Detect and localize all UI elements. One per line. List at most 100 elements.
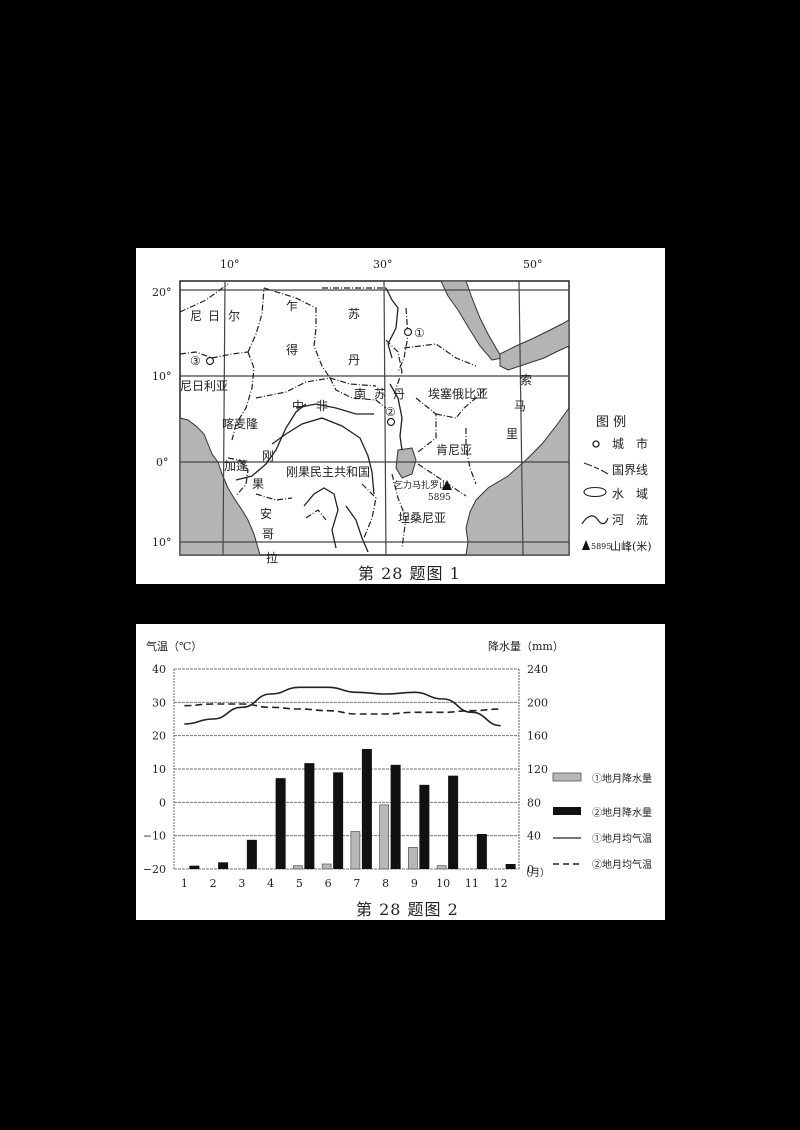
month-tick-label: 11 [465, 877, 479, 890]
label-south-sudan-3: 丹 [393, 387, 405, 401]
left-tick-label: −20 [143, 863, 166, 876]
bar-site2-precip [361, 749, 372, 869]
map-legend: 图 例 城 市 国界线 水 域 河 流 5895 山峰(米) [581, 415, 652, 553]
legend-site2-temp: ②地月均气温 [592, 858, 652, 871]
chart-grid [173, 668, 520, 870]
legend-site1-temp: ①地月均气温 [592, 832, 652, 845]
right-tick-label: 0 [527, 863, 534, 876]
lon-label-10: 10° [220, 258, 240, 271]
bar-site2-precip [333, 772, 344, 869]
label-niger-1: 尼 [190, 309, 202, 323]
figure-1-caption: 第 28 题图 1 [358, 564, 461, 583]
bar-site2-precip [304, 763, 315, 869]
label-car-2: 非 [316, 399, 328, 413]
line-site1-temp [184, 686, 501, 727]
gulf-of-aden [499, 319, 570, 371]
city-icon [592, 440, 600, 448]
legend-light-bar-icon [552, 772, 582, 782]
label-car-1: 中 [292, 398, 304, 413]
label-somalia-1: 索 [520, 373, 532, 387]
month-tick-label: 5 [296, 877, 303, 890]
bar-site1-precip [379, 804, 389, 870]
river-icon [581, 515, 609, 525]
right-tick-label: 240 [527, 663, 548, 676]
label-chad-1: 乍 [286, 298, 298, 313]
peak-icon [582, 540, 590, 550]
city-icon [386, 417, 396, 427]
right-axis-title: 降水量（mm） [488, 639, 564, 653]
lon-label-30: 30° [373, 258, 393, 271]
bar-site1-precip [293, 865, 303, 870]
month-tick-label: 9 [411, 877, 418, 890]
legend-peak-label: 山峰(米) [610, 540, 652, 553]
label-congo-2: 果 [252, 477, 264, 491]
country-labels: 尼 日 尔 乍 得 苏 丹 尼日利亚 中 非 南 苏 丹 埃塞俄比亚 索 马 里… [180, 298, 532, 565]
label-sudan-2: 丹 [348, 353, 360, 367]
left-axis-title: 气温（℃） [146, 639, 202, 653]
peak-icon [442, 480, 452, 490]
left-tick-label: 20 [152, 730, 166, 743]
label-south-sudan-1: 南 [354, 386, 366, 401]
label-nigeria: 尼日利亚 [180, 379, 228, 393]
lon-label-50: 50° [523, 258, 543, 271]
city-icon [205, 356, 215, 366]
indian-ocean [465, 406, 570, 556]
bar-site2-precip [419, 784, 430, 869]
mountain-height: 5895 [428, 493, 451, 503]
month-tick-label: 1 [181, 877, 188, 890]
month-tick-label: 4 [267, 877, 274, 890]
month-unit-label: （月） [520, 867, 550, 879]
label-angola-2: 哥 [262, 527, 274, 541]
site-1-marker: ① [403, 326, 425, 340]
mountain-name: 乞力马扎罗山 [394, 479, 448, 491]
month-tick-label: 10 [436, 877, 450, 890]
figure-2-caption: 第 28 题图 2 [356, 900, 459, 919]
site-2-marker: ② [385, 405, 396, 427]
line-site2-temp [184, 703, 501, 715]
label-cameroon: 喀麦隆 [222, 416, 258, 431]
legend-city-label: 城 市 [612, 436, 648, 451]
site-1-label: ① [414, 326, 425, 340]
label-kenya: 肯尼亚 [436, 443, 472, 457]
chart-legend: ①地月降水量 ②地月降水量 ①地月均气温 ②地月均气温 [552, 772, 652, 871]
right-tick-label: 200 [527, 696, 548, 709]
lat-label-0: 0° [156, 456, 169, 469]
right-tick-label: 80 [527, 796, 541, 809]
legend-site1-precip: ①地月降水量 [592, 772, 652, 785]
bar-site2-precip [476, 834, 487, 869]
label-south-sudan-2: 苏 [374, 387, 386, 401]
map-svg: 10° 30° 50° 20° 10° 0° 10° 尼 日 尔 乍 得 苏 丹… [152, 258, 652, 565]
legend-site2-precip: ②地月降水量 [592, 806, 652, 819]
rivers [235, 287, 403, 553]
lake-victoria [395, 447, 417, 479]
water-icon [583, 486, 607, 498]
label-angola-1: 安 [260, 506, 272, 521]
label-tanzania: 坦桑尼亚 [398, 511, 446, 525]
bar-site1-precip [321, 863, 332, 870]
month-tick-label: 12 [494, 877, 508, 890]
month-tick-label: 8 [382, 877, 389, 890]
bar-site1-precip [350, 831, 361, 870]
label-somalia-2: 马 [514, 399, 526, 413]
chart-bars [189, 749, 516, 870]
city-icon [403, 327, 413, 337]
label-drc: 刚果民主共和国 [286, 465, 370, 479]
left-tick-label: 10 [152, 763, 166, 776]
legend-peak-value: 5895 [591, 542, 611, 551]
gulf-of-guinea [179, 417, 261, 556]
left-tick-label: 40 [152, 663, 166, 676]
month-tick-label: 6 [325, 877, 332, 890]
left-tick-label: −10 [143, 830, 166, 843]
bar-site1-precip [408, 846, 418, 870]
bar-site2-precip [390, 764, 401, 869]
month-tick-label: 7 [353, 877, 360, 890]
bar-site2-precip [275, 778, 286, 869]
legend-border-label: 国界线 [612, 463, 648, 477]
left-tick-label: 0 [159, 796, 166, 809]
label-sudan-1: 苏 [348, 307, 360, 321]
lat-label-10n: 10° [152, 370, 172, 383]
bar-site2-precip [505, 864, 516, 869]
water-bodies [179, 280, 570, 556]
legend-title: 图 例 [596, 415, 626, 430]
